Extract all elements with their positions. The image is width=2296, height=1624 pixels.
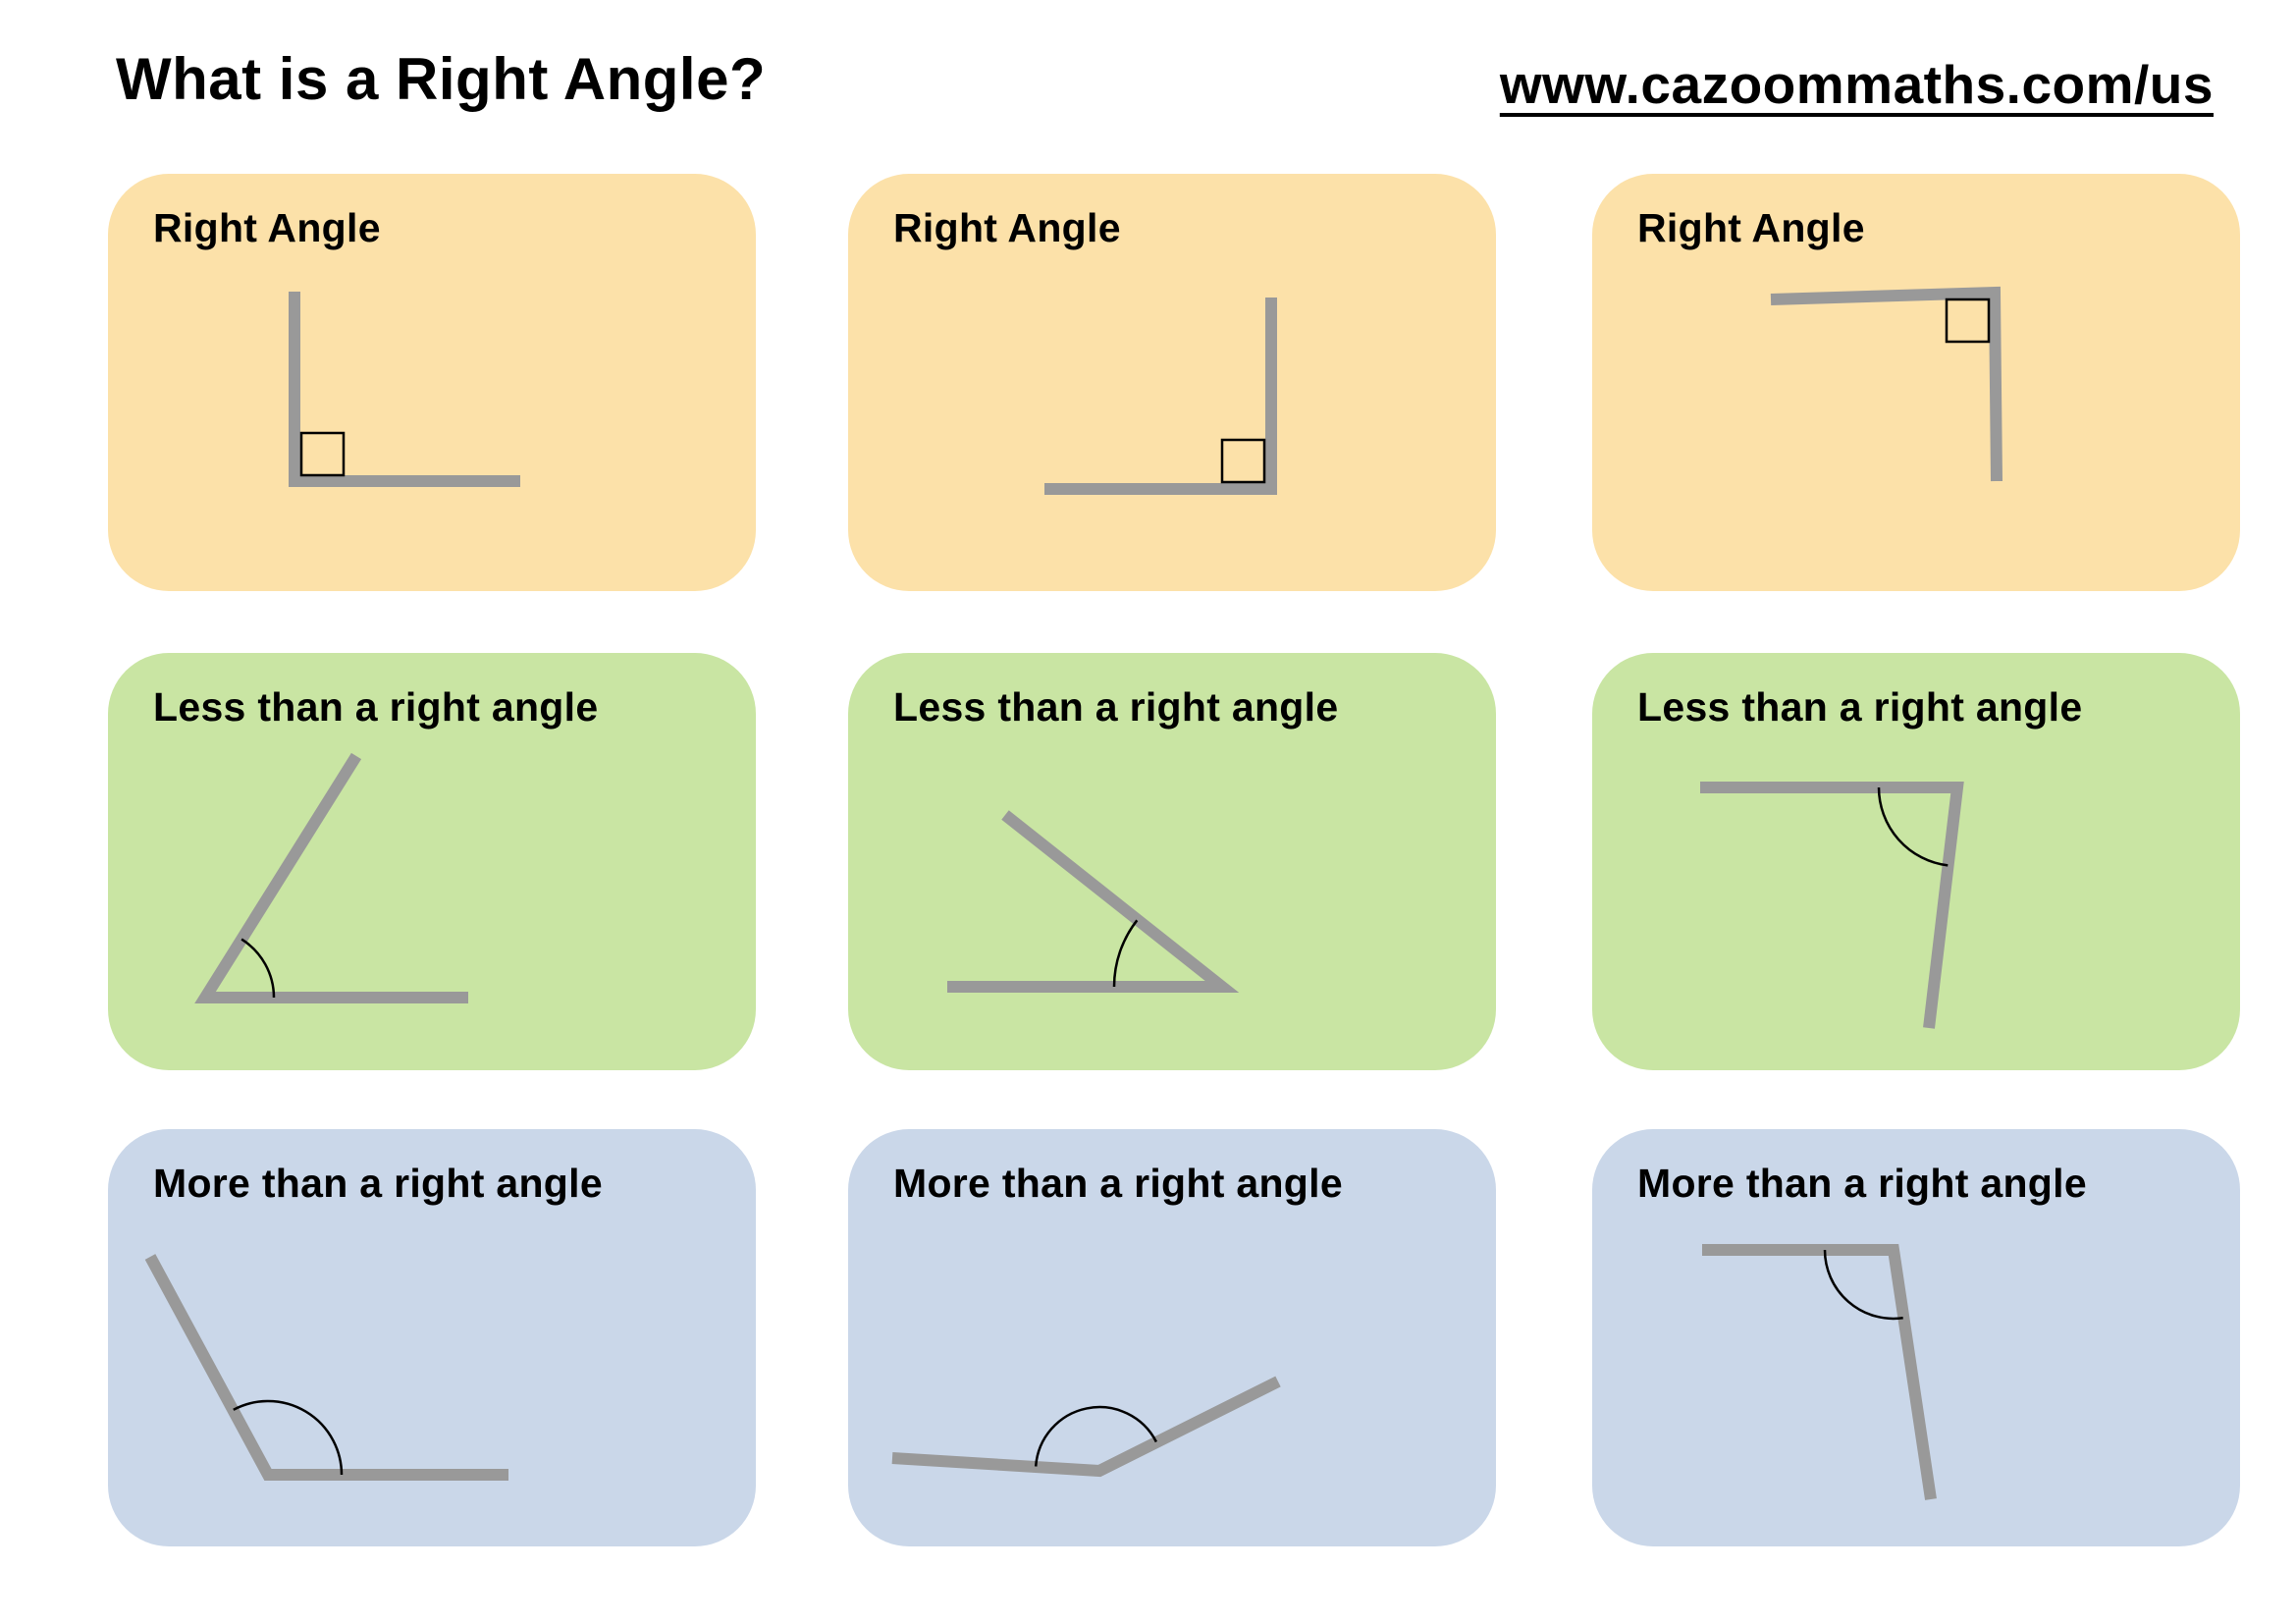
- obtuse-angle-drawing: [1702, 1244, 1937, 1500]
- card-less-than-1: Less than a right angle: [108, 653, 756, 1070]
- acute-angle-drawing: [947, 810, 1240, 993]
- card-label: Right Angle: [153, 205, 381, 250]
- obtuse-angle-drawing: [144, 1254, 508, 1481]
- acute-angle-drawing: [1700, 782, 1964, 1029]
- card-label: Less than a right angle: [153, 684, 599, 730]
- acute-angle-drawing: [194, 752, 468, 1003]
- card-label: More than a right angle: [153, 1161, 603, 1206]
- card-right-angle-1: Right Angle: [108, 174, 756, 591]
- card-less-than-2: Less than a right angle: [848, 653, 1496, 1070]
- website-link[interactable]: www.cazoommaths.com/us: [1499, 54, 2214, 115]
- right-angle-drawing: [1044, 298, 1277, 495]
- card-label: More than a right angle: [1637, 1161, 2087, 1206]
- card-label: More than a right angle: [893, 1161, 1343, 1206]
- card-more-than-3: More than a right angle: [1592, 1129, 2240, 1546]
- right-angle-drawing: [289, 292, 520, 487]
- card-more-than-1: More than a right angle: [108, 1129, 756, 1546]
- card-right-angle-3: Right Angle: [1592, 174, 2240, 591]
- card-right-angle-2: Right Angle: [848, 174, 1496, 591]
- obtuse-angle-drawing: [891, 1376, 1281, 1478]
- card-label: Less than a right angle: [1637, 684, 2083, 730]
- card-label: Right Angle: [1637, 205, 1865, 250]
- card-less-than-3: Less than a right angle: [1592, 653, 2240, 1070]
- card-more-than-2: More than a right angle: [848, 1129, 1496, 1546]
- page-title: What is a Right Angle?: [116, 46, 767, 112]
- right-angle-drawing: [1770, 286, 2002, 482]
- card-label: Right Angle: [893, 205, 1121, 250]
- card-label: Less than a right angle: [893, 684, 1339, 730]
